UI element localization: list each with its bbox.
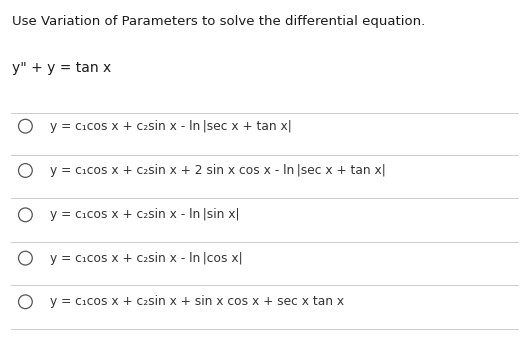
Text: y = c₁cos x + c₂sin x + 2 sin x cos x - ln |sec x + tan x|: y = c₁cos x + c₂sin x + 2 sin x cos x - …	[50, 164, 386, 177]
Text: y = c₁cos x + c₂sin x - ln |sec x + tan x|: y = c₁cos x + c₂sin x - ln |sec x + tan …	[50, 120, 292, 133]
Text: Use Variation of Parameters to solve the differential equation.: Use Variation of Parameters to solve the…	[12, 15, 425, 28]
Text: y = c₁cos x + c₂sin x - ln |cos x|: y = c₁cos x + c₂sin x - ln |cos x|	[50, 252, 243, 265]
Text: y = c₁cos x + c₂sin x + sin x cos x + sec x tan x: y = c₁cos x + c₂sin x + sin x cos x + se…	[50, 295, 344, 308]
Text: y = c₁cos x + c₂sin x - ln |sin x|: y = c₁cos x + c₂sin x - ln |sin x|	[50, 208, 240, 221]
Text: y" + y = tan x: y" + y = tan x	[12, 61, 111, 75]
